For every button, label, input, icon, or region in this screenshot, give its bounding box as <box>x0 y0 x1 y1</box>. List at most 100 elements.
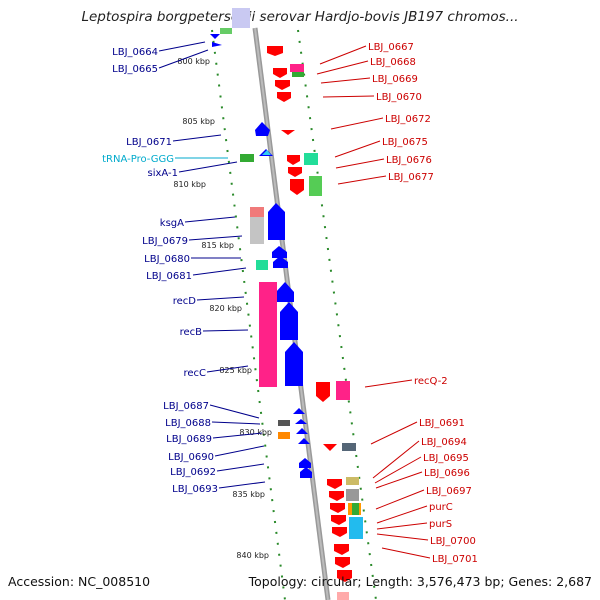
gene-feature[interactable] <box>349 517 363 539</box>
gene-feature[interactable] <box>329 491 344 501</box>
gene-feature[interactable] <box>352 503 359 515</box>
gene-feature[interactable] <box>275 80 290 90</box>
kbp-tick-label: 800 kbp <box>177 57 210 66</box>
gene-feature[interactable] <box>210 34 220 39</box>
gene-feature[interactable] <box>299 458 311 468</box>
gene-feature[interactable] <box>212 42 222 47</box>
gene-label[interactable]: LBJ_0691 <box>419 418 465 429</box>
gene-feature[interactable] <box>346 477 359 485</box>
gene-label[interactable]: LBJ_0694 <box>421 437 467 448</box>
gene-feature[interactable] <box>323 444 337 451</box>
gene-label[interactable]: LBJ_0669 <box>372 74 418 85</box>
gene-label[interactable]: LBJ_0672 <box>385 114 431 125</box>
gene-label[interactable]: LBJ_0677 <box>388 172 434 183</box>
gene-feature[interactable] <box>293 408 305 414</box>
gene-label[interactable]: LBJ_0689 <box>166 434 212 445</box>
gene-label[interactable]: LBJ_0688 <box>165 418 211 429</box>
gene-feature[interactable] <box>256 260 268 270</box>
gene-feature[interactable] <box>268 203 285 240</box>
gene-feature[interactable] <box>337 592 349 600</box>
gene-feature[interactable] <box>295 419 307 424</box>
gene-label[interactable]: LBJ_0670 <box>376 92 422 103</box>
gene-label[interactable]: LBJ_0664 <box>112 47 158 58</box>
gene-label[interactable]: LBJ_0679 <box>142 236 188 247</box>
gene-feature[interactable] <box>316 382 330 402</box>
gene-feature[interactable] <box>272 246 287 258</box>
gene-feature[interactable] <box>273 256 288 268</box>
label-leader-line <box>322 95 375 98</box>
gene-feature[interactable] <box>278 420 290 426</box>
kbp-tick-label: 835 kbp <box>232 490 265 499</box>
gene-label[interactable]: recQ-2 <box>414 376 448 387</box>
gene-feature[interactable] <box>336 381 350 400</box>
gene-feature[interactable] <box>296 428 308 434</box>
gene-label[interactable]: purS <box>429 519 452 530</box>
gene-feature[interactable] <box>337 570 352 582</box>
gene-feature[interactable] <box>240 154 254 162</box>
gene-label[interactable]: purC <box>429 502 453 513</box>
gene-feature[interactable] <box>250 207 264 217</box>
gene-feature[interactable] <box>300 467 312 478</box>
gene-feature[interactable] <box>277 92 291 102</box>
gene-feature[interactable] <box>250 217 264 244</box>
gene-feature[interactable] <box>332 527 347 537</box>
gene-feature[interactable] <box>309 176 322 196</box>
gene-label[interactable]: LBJ_0668 <box>370 57 416 68</box>
reverse-strand-genes <box>267 46 352 582</box>
gene-feature[interactable] <box>290 179 304 195</box>
gene-label[interactable]: LBJ_0675 <box>382 137 428 148</box>
label-leader-line <box>158 41 206 52</box>
gene-feature[interactable] <box>298 438 310 444</box>
gene-label[interactable]: LBJ_0665 <box>112 64 158 75</box>
gene-label[interactable]: LBJ_0692 <box>170 467 216 478</box>
gene-label[interactable]: LBJ_0695 <box>423 453 469 464</box>
gene-label[interactable]: LBJ_0676 <box>386 155 432 166</box>
gene-feature[interactable] <box>335 557 350 568</box>
gene-feature[interactable] <box>290 64 304 72</box>
gene-label[interactable]: recB <box>180 327 203 338</box>
gene-label[interactable]: recC <box>183 368 206 379</box>
gene-label[interactable]: LBJ_0697 <box>426 486 472 497</box>
gene-label[interactable]: tRNA-Pro-GGG <box>102 154 174 165</box>
gene-feature[interactable] <box>304 153 318 165</box>
gene-feature[interactable] <box>285 342 303 386</box>
gene-feature[interactable] <box>288 167 302 177</box>
label-leader-line <box>337 175 387 185</box>
gene-feature[interactable] <box>276 282 294 302</box>
gene-feature[interactable] <box>331 515 346 525</box>
left-gene-labels: LBJ_0664 LBJ_0665 LBJ_0671 tRNA-Pro-GGG sixA… <box>102 41 266 495</box>
gene-feature[interactable] <box>232 8 250 28</box>
gene-label[interactable]: LBJ_0667 <box>368 42 414 53</box>
gene-label[interactable]: sixA-1 <box>148 168 179 179</box>
gene-label[interactable]: LBJ_0680 <box>144 254 190 265</box>
gene-feature[interactable] <box>255 122 270 136</box>
label-leader-line <box>372 440 420 479</box>
gene-label[interactable]: LBJ_0687 <box>163 401 209 412</box>
gene-feature[interactable] <box>281 130 295 135</box>
gene-feature[interactable] <box>292 72 304 77</box>
gene-label[interactable]: LBJ_0701 <box>432 554 478 565</box>
label-leader-line <box>209 404 260 419</box>
gene-feature[interactable] <box>287 155 300 165</box>
gene-feature[interactable] <box>220 28 232 34</box>
gene-feature[interactable] <box>346 489 359 501</box>
gene-label[interactable]: recD <box>173 296 197 307</box>
gene-label[interactable]: LBJ_0681 <box>146 271 192 282</box>
kbp-tick-label: 805 kbp <box>182 117 215 126</box>
gene-feature[interactable] <box>267 46 283 56</box>
trna-feature[interactable] <box>262 150 271 155</box>
gene-label[interactable]: LBJ_0693 <box>172 484 218 495</box>
gene-feature[interactable] <box>342 443 356 451</box>
gene-feature[interactable] <box>280 302 298 340</box>
gene-feature[interactable] <box>278 432 290 439</box>
gene-feature[interactable] <box>327 479 342 489</box>
gene-label[interactable]: ksgA <box>160 218 184 229</box>
gene-label[interactable]: LBJ_0671 <box>126 137 172 148</box>
gene-feature[interactable] <box>273 68 287 78</box>
gene-feature[interactable] <box>259 282 277 387</box>
gene-label[interactable]: LBJ_0696 <box>424 468 470 479</box>
gene-label[interactable]: LBJ_0690 <box>168 452 214 463</box>
gene-feature[interactable] <box>334 544 349 555</box>
gene-label[interactable]: LBJ_0700 <box>430 536 476 547</box>
gene-feature[interactable] <box>330 503 345 513</box>
